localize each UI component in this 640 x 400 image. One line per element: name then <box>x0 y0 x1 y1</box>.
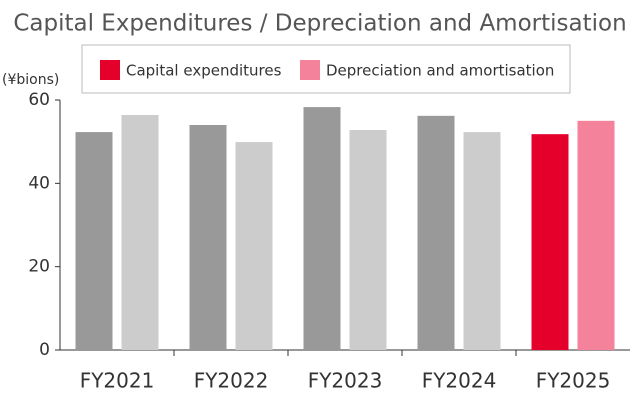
y-tick-label: 20 <box>28 257 50 277</box>
bar <box>235 142 273 350</box>
y-axis-label: (¥bions) <box>2 72 59 88</box>
bar <box>463 132 501 350</box>
bar <box>189 125 227 350</box>
legend-swatch <box>100 60 120 80</box>
x-tick-label: FY2024 <box>422 369 497 393</box>
y-tick-label: 60 <box>28 90 50 110</box>
x-tick-label: FY2022 <box>194 369 269 393</box>
x-tick-label: FY2025 <box>536 369 611 393</box>
y-tick-label: 0 <box>39 340 50 360</box>
bar <box>303 107 341 350</box>
legend-label: Capital expenditures <box>126 62 282 80</box>
legend-label: Depreciation and amortisation <box>326 62 554 80</box>
bar <box>75 132 113 350</box>
y-tick-label: 40 <box>28 173 50 193</box>
x-tick-label: FY2023 <box>308 369 383 393</box>
bar <box>577 120 615 350</box>
bar <box>531 134 569 350</box>
chart-title: Capital Expenditures / Depreciation and … <box>13 11 626 37</box>
bar <box>349 130 387 350</box>
x-tick-label: FY2021 <box>80 369 155 393</box>
legend-swatch <box>300 60 320 80</box>
legend-box <box>81 44 571 94</box>
bar <box>121 115 159 350</box>
bar <box>417 115 455 350</box>
